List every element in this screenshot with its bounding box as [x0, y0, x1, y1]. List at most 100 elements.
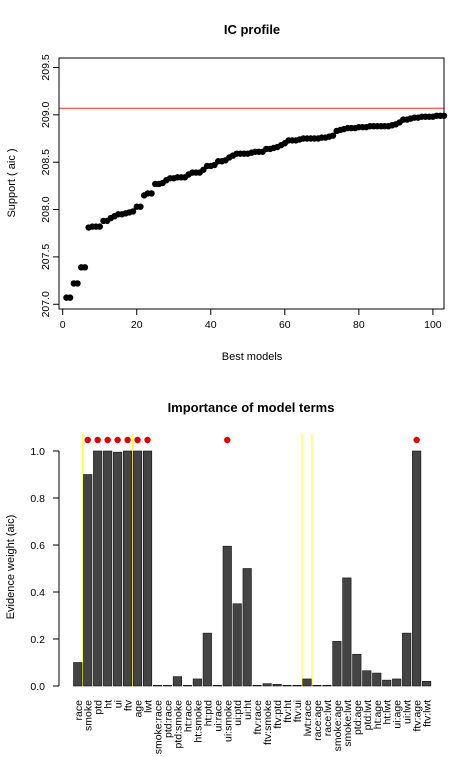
category-label: ht [103, 700, 115, 709]
category-label: ftv [123, 699, 135, 711]
category-label: race:age [312, 700, 324, 741]
bar [232, 603, 242, 687]
highlight-dot [104, 436, 111, 444]
bar [342, 577, 352, 687]
dots-layer [84, 436, 420, 444]
bar [302, 678, 312, 687]
category-label: ui:ht [242, 700, 254, 720]
ic-profile-chart: IC profile Best models Support ( aic ) 0… [6, 22, 448, 363]
category-label: ptd:lwt [362, 700, 374, 730]
axes-layer: 0 20 40 60 80 100 207.0 207.5 208.0 208.5 209.0 209… [40, 54, 442, 331]
category-label: lwt:race [302, 700, 314, 736]
category-label: ui:race [212, 700, 224, 732]
y-tick-label: 209.0 [40, 102, 52, 128]
category-label: ui [113, 700, 125, 708]
bar [382, 679, 392, 687]
bar [133, 450, 143, 687]
data-point [96, 223, 103, 230]
data-point [81, 264, 89, 271]
bar [222, 545, 232, 687]
category-label: ui:age [392, 700, 404, 729]
highlight-lines-layer [82, 434, 313, 686]
bar [422, 680, 432, 687]
data-point [66, 294, 74, 301]
points-layer [63, 112, 448, 301]
highlight-dot [84, 436, 91, 444]
y-tick-label: 209.5 [40, 54, 52, 80]
category-label: ht:lwt [382, 700, 394, 725]
bar [352, 653, 362, 687]
category-label: smoke:age [332, 700, 344, 752]
category-label: ftv:ht [282, 700, 294, 723]
category-label: ht:age [372, 700, 384, 729]
y-axis-label: Evidence weight (aic) [5, 515, 17, 620]
bar [152, 684, 163, 687]
bar [172, 676, 182, 687]
bar [272, 684, 282, 687]
data-point [329, 132, 337, 139]
y-tick-label: 1.0 [30, 446, 45, 458]
category-label: age [133, 700, 145, 718]
chart-title: IC profile [224, 22, 280, 37]
category-label: ui:lwt [402, 700, 414, 724]
category-label: ptd:age [352, 700, 364, 735]
category-label: ht:race [182, 700, 194, 732]
y-axis-label: Support ( aic ) [6, 148, 18, 217]
bar [192, 678, 202, 687]
category-label: ftv:age [412, 700, 424, 732]
highlight-dot [94, 436, 101, 444]
category-label: ftv:lwt [422, 700, 434, 727]
bar [242, 568, 252, 687]
y-tick-label: 207.5 [40, 244, 52, 270]
plot-frame [58, 57, 445, 310]
bar [372, 672, 382, 687]
y-tick-label: 208.5 [40, 149, 52, 175]
bar [392, 678, 402, 687]
x-axis-label: Best models [222, 351, 283, 363]
category-label: smoke [83, 700, 95, 731]
data-point [148, 190, 155, 197]
bar [182, 684, 192, 687]
bar [162, 684, 173, 687]
data-point [74, 280, 81, 287]
bar [322, 684, 332, 687]
bars-layer [73, 450, 432, 687]
highlight-dot [413, 436, 420, 444]
chart-title: Importance of model terms [168, 400, 335, 415]
x-tick-label: 20 [131, 319, 143, 331]
category-label: ui:ptd [232, 700, 244, 726]
highlight-dot [144, 436, 151, 444]
category-labels-layer: racesmokeptdhtuiftvagelwtsmoke:raceptd:r… [73, 699, 434, 754]
bar [202, 632, 212, 687]
bar [282, 684, 292, 687]
y-tick-label: 0.0 [30, 681, 45, 693]
y-tick-label: 0.4 [30, 587, 45, 599]
bar [93, 450, 103, 687]
bar [332, 641, 342, 687]
bar [292, 684, 302, 687]
category-label: ptd [93, 700, 105, 715]
term-importance-chart: Importance of model terms Evidence weigh… [5, 400, 434, 754]
category-label: ftv:ui [292, 700, 304, 722]
bar [142, 450, 153, 687]
bar [262, 683, 272, 687]
y-tick-label: 0.6 [30, 540, 45, 552]
x-tick-label: 40 [205, 319, 217, 331]
y-tick-label: 0.8 [30, 493, 45, 505]
bar [312, 684, 322, 687]
y-tick-label: 208.0 [40, 196, 52, 222]
x-tick-label: 100 [424, 319, 442, 331]
highlight-dot [124, 436, 131, 444]
bar [83, 474, 93, 687]
highlight-dot [224, 436, 231, 444]
bar [252, 684, 262, 687]
bar [123, 450, 133, 687]
category-label: ui:smoke [222, 700, 234, 742]
bar [113, 451, 123, 687]
x-tick-label: 80 [353, 319, 365, 331]
category-label: ht:ptd [202, 700, 214, 726]
category-label: ht:smoke [192, 700, 204, 743]
category-label: race:lwt [322, 700, 334, 736]
data-point [137, 203, 144, 210]
data-point [129, 208, 137, 215]
